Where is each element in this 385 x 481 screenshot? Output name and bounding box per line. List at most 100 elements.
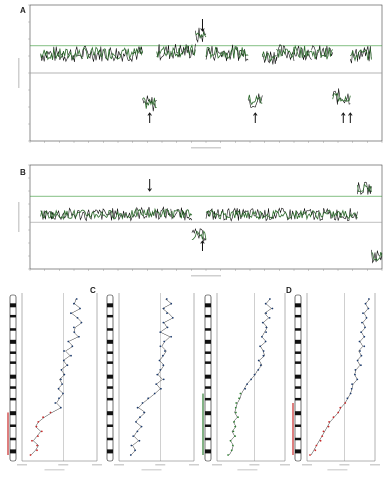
zoom-data-point bbox=[354, 373, 356, 376]
ideogram-band bbox=[10, 303, 16, 308]
zoom-data-point bbox=[344, 402, 347, 404]
zoom-data-point bbox=[339, 406, 342, 409]
zoom-data-point bbox=[362, 312, 364, 315]
noise-trace bbox=[248, 93, 263, 108]
zoom-data-point bbox=[363, 335, 366, 338]
zoom-data-point bbox=[136, 430, 139, 433]
noise-trace bbox=[170, 43, 196, 59]
zoom-data-point bbox=[265, 326, 268, 329]
zoom-data-point bbox=[162, 321, 165, 324]
segment-trace bbox=[205, 209, 358, 221]
zoom-data-point bbox=[332, 416, 335, 419]
zoom-data-point bbox=[134, 449, 137, 452]
arrow-head bbox=[200, 28, 205, 32]
zoom-data-point bbox=[78, 335, 80, 338]
zoom-data-point bbox=[62, 359, 65, 362]
zoom-data-point bbox=[261, 321, 264, 324]
x-axis-title-blur bbox=[191, 147, 221, 149]
zoom-data-point bbox=[268, 317, 271, 319]
zoom-data-point bbox=[264, 340, 267, 343]
segment-trace bbox=[261, 51, 277, 63]
zoom-data-point bbox=[364, 326, 366, 329]
noise-trace bbox=[40, 207, 136, 222]
zoom-data-point bbox=[253, 373, 256, 376]
ideogram-band bbox=[107, 328, 113, 331]
zoom-data-point bbox=[57, 387, 60, 390]
zoom-data-point bbox=[159, 331, 162, 333]
zoom-data-point bbox=[63, 373, 66, 376]
segment-trace bbox=[156, 45, 172, 58]
zoom-profile-line bbox=[310, 298, 370, 456]
zoom-data-point bbox=[143, 411, 146, 414]
ideogram-band bbox=[295, 303, 301, 308]
zoom-data-point bbox=[322, 430, 325, 433]
ideogram-band bbox=[107, 386, 113, 389]
noise-trace bbox=[350, 48, 358, 64]
zoom-data-point bbox=[155, 383, 158, 385]
ideogram-band bbox=[10, 411, 16, 416]
noise-trace bbox=[170, 207, 193, 221]
ideogram-band bbox=[205, 361, 211, 364]
zoom-data-point bbox=[159, 369, 162, 371]
segment-trace bbox=[311, 47, 334, 60]
zoom-profile-line bbox=[228, 298, 272, 456]
zoom-data-point bbox=[360, 331, 362, 333]
zoom-data-point bbox=[73, 302, 75, 305]
zoom-data-point bbox=[170, 335, 173, 338]
zoom-data-point bbox=[361, 321, 363, 324]
ideogram-band bbox=[295, 328, 301, 331]
zoom-data-point bbox=[337, 411, 340, 414]
zoom-data-point bbox=[80, 321, 83, 324]
zoom-data-point bbox=[269, 298, 271, 300]
panel-label-d: D bbox=[286, 286, 292, 295]
ideogram-band bbox=[295, 339, 301, 344]
zoom-data-point bbox=[232, 444, 234, 447]
noise-trace bbox=[332, 88, 351, 105]
panel-label-b: B bbox=[20, 168, 26, 177]
noise-trace bbox=[371, 249, 383, 264]
ideogram-band bbox=[295, 361, 301, 364]
panel-d: D bbox=[202, 286, 380, 471]
zoom-data-point bbox=[135, 421, 137, 423]
zoom-data-point bbox=[162, 354, 164, 357]
arrow-head bbox=[253, 112, 258, 116]
ideogram-band bbox=[205, 449, 211, 454]
zoom-data-point bbox=[238, 397, 241, 400]
ideogram-band bbox=[10, 424, 16, 427]
zoom-data-point bbox=[367, 307, 370, 310]
ideogram-band bbox=[10, 339, 16, 344]
zoom-data-point bbox=[66, 364, 69, 367]
zoom-data-point bbox=[54, 402, 57, 404]
ideogram-band bbox=[205, 374, 211, 379]
segment-trace bbox=[205, 46, 249, 60]
ideogram-band bbox=[107, 374, 113, 379]
zoom-data-point bbox=[262, 354, 265, 357]
zoom-data-point bbox=[234, 425, 237, 428]
zoom-data-point bbox=[166, 312, 168, 315]
segment-trace bbox=[293, 44, 312, 59]
zoom-data-point bbox=[58, 397, 60, 400]
ideogram-band bbox=[205, 397, 211, 401]
zoom-data-point bbox=[147, 397, 150, 400]
zoom-data-point bbox=[160, 387, 162, 390]
zoom-data-point bbox=[230, 449, 233, 452]
zoom-data-point bbox=[327, 425, 330, 428]
zoom-data-point bbox=[354, 369, 357, 371]
zoom-data-point bbox=[158, 359, 161, 362]
zoom-data-point bbox=[140, 425, 143, 428]
noise-trace bbox=[357, 46, 372, 62]
ideogram-band bbox=[205, 437, 211, 441]
segment-trace bbox=[371, 251, 383, 262]
ideogram-band bbox=[10, 361, 16, 364]
y-axis-title-blur bbox=[18, 58, 20, 88]
zoom-data-point bbox=[265, 331, 267, 333]
zoom-data-point bbox=[60, 369, 63, 371]
noise-trace bbox=[82, 45, 143, 63]
zoom-axis-title-blur bbox=[141, 469, 162, 471]
ideogram-band bbox=[107, 361, 113, 364]
zoom-data-point bbox=[139, 416, 141, 419]
zoom-data-point bbox=[360, 354, 363, 357]
zoom-data-point bbox=[164, 350, 166, 352]
